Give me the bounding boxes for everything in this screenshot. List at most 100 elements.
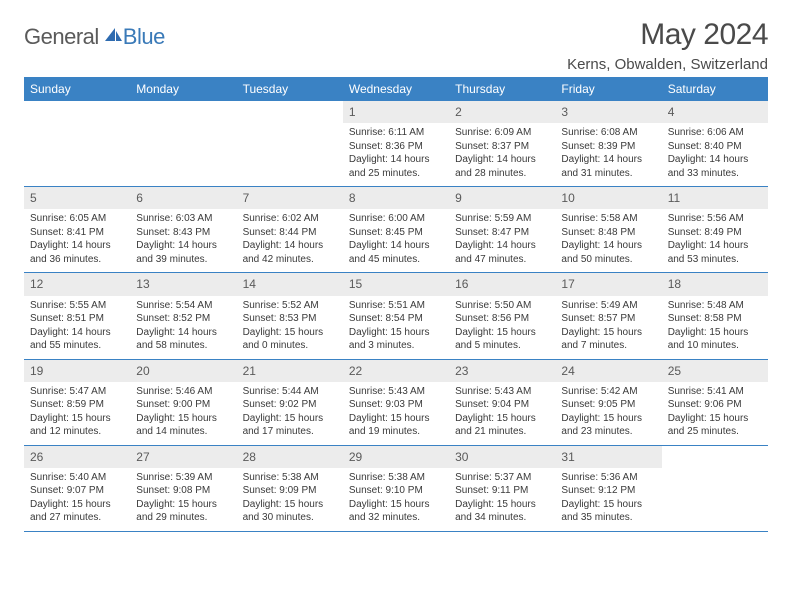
- day-content: Sunrise: 5:36 AMSunset: 9:12 PMDaylight:…: [555, 468, 661, 531]
- daylight-text-1: Daylight: 14 hours: [349, 239, 443, 253]
- day-cell: 17Sunrise: 5:49 AMSunset: 8:57 PMDayligh…: [555, 273, 661, 358]
- week-row: 5Sunrise: 6:05 AMSunset: 8:41 PMDaylight…: [24, 187, 768, 273]
- sunset-text: Sunset: 9:05 PM: [561, 398, 655, 412]
- day-cell: 6Sunrise: 6:03 AMSunset: 8:43 PMDaylight…: [130, 187, 236, 272]
- sunset-text: Sunset: 9:11 PM: [455, 484, 549, 498]
- sunrise-text: Sunrise: 6:05 AM: [30, 212, 124, 226]
- daylight-text-2: and 10 minutes.: [668, 339, 762, 353]
- daylight-text-2: and 35 minutes.: [561, 511, 655, 525]
- daylight-text-1: Daylight: 15 hours: [561, 412, 655, 426]
- daylight-text-2: and 25 minutes.: [349, 167, 443, 181]
- sunrise-text: Sunrise: 5:38 AM: [243, 471, 337, 485]
- day-cell: 10Sunrise: 5:58 AMSunset: 8:48 PMDayligh…: [555, 187, 661, 272]
- daylight-text-1: Daylight: 14 hours: [349, 153, 443, 167]
- sunset-text: Sunset: 8:41 PM: [30, 226, 124, 240]
- day-cell: 5Sunrise: 6:05 AMSunset: 8:41 PMDaylight…: [24, 187, 130, 272]
- daylight-text-1: Daylight: 14 hours: [561, 153, 655, 167]
- sunset-text: Sunset: 8:40 PM: [668, 140, 762, 154]
- daylight-text-1: Daylight: 14 hours: [668, 239, 762, 253]
- daylight-text-2: and 55 minutes.: [30, 339, 124, 353]
- day-number: 18: [662, 273, 768, 295]
- sunrise-text: Sunrise: 5:36 AM: [561, 471, 655, 485]
- day-content: Sunrise: 5:59 AMSunset: 8:47 PMDaylight:…: [449, 209, 555, 272]
- daylight-text-1: Daylight: 14 hours: [136, 239, 230, 253]
- sunset-text: Sunset: 8:43 PM: [136, 226, 230, 240]
- day-content: Sunrise: 6:00 AMSunset: 8:45 PMDaylight:…: [343, 209, 449, 272]
- day-number: 4: [662, 101, 768, 123]
- daylight-text-1: Daylight: 15 hours: [668, 412, 762, 426]
- day-number: 8: [343, 187, 449, 209]
- day-number: 17: [555, 273, 661, 295]
- daylight-text-1: Daylight: 15 hours: [455, 498, 549, 512]
- daylight-text-2: and 58 minutes.: [136, 339, 230, 353]
- location: Kerns, Obwalden, Switzerland: [567, 56, 768, 73]
- sunset-text: Sunset: 9:02 PM: [243, 398, 337, 412]
- sunrise-text: Sunrise: 5:46 AM: [136, 385, 230, 399]
- sunset-text: Sunset: 8:44 PM: [243, 226, 337, 240]
- day-content: Sunrise: 6:02 AMSunset: 8:44 PMDaylight:…: [237, 209, 343, 272]
- sunset-text: Sunset: 8:36 PM: [349, 140, 443, 154]
- sunset-text: Sunset: 8:48 PM: [561, 226, 655, 240]
- sunset-text: Sunset: 8:37 PM: [455, 140, 549, 154]
- sunrise-text: Sunrise: 5:48 AM: [668, 299, 762, 313]
- day-cell: 24Sunrise: 5:42 AMSunset: 9:05 PMDayligh…: [555, 360, 661, 445]
- day-cell: 14Sunrise: 5:52 AMSunset: 8:53 PMDayligh…: [237, 273, 343, 358]
- day-number: [24, 101, 130, 123]
- day-cell: 19Sunrise: 5:47 AMSunset: 8:59 PMDayligh…: [24, 360, 130, 445]
- daylight-text-2: and 14 minutes.: [136, 425, 230, 439]
- day-cell: 22Sunrise: 5:43 AMSunset: 9:03 PMDayligh…: [343, 360, 449, 445]
- sunrise-text: Sunrise: 5:52 AM: [243, 299, 337, 313]
- day-number: 23: [449, 360, 555, 382]
- day-cell: 9Sunrise: 5:59 AMSunset: 8:47 PMDaylight…: [449, 187, 555, 272]
- day-number: 7: [237, 187, 343, 209]
- calendar: SundayMondayTuesdayWednesdayThursdayFrid…: [24, 77, 768, 532]
- daylight-text-2: and 53 minutes.: [668, 253, 762, 267]
- daylight-text-2: and 19 minutes.: [349, 425, 443, 439]
- day-cell: 15Sunrise: 5:51 AMSunset: 8:54 PMDayligh…: [343, 273, 449, 358]
- day-cell-empty: [130, 101, 236, 186]
- sunrise-text: Sunrise: 5:58 AM: [561, 212, 655, 226]
- day-content: Sunrise: 5:54 AMSunset: 8:52 PMDaylight:…: [130, 296, 236, 359]
- day-content: Sunrise: 6:05 AMSunset: 8:41 PMDaylight:…: [24, 209, 130, 272]
- sunset-text: Sunset: 8:57 PM: [561, 312, 655, 326]
- daylight-text-2: and 33 minutes.: [668, 167, 762, 181]
- daylight-text-2: and 0 minutes.: [243, 339, 337, 353]
- daylight-text-2: and 42 minutes.: [243, 253, 337, 267]
- day-content: Sunrise: 5:52 AMSunset: 8:53 PMDaylight:…: [237, 296, 343, 359]
- day-cell: 20Sunrise: 5:46 AMSunset: 9:00 PMDayligh…: [130, 360, 236, 445]
- day-cell: 23Sunrise: 5:43 AMSunset: 9:04 PMDayligh…: [449, 360, 555, 445]
- day-content: Sunrise: 5:55 AMSunset: 8:51 PMDaylight:…: [24, 296, 130, 359]
- day-cell: 2Sunrise: 6:09 AMSunset: 8:37 PMDaylight…: [449, 101, 555, 186]
- daylight-text-2: and 12 minutes.: [30, 425, 124, 439]
- weekday-header-row: SundayMondayTuesdayWednesdayThursdayFrid…: [24, 77, 768, 101]
- daylight-text-1: Daylight: 15 hours: [561, 326, 655, 340]
- daylight-text-1: Daylight: 15 hours: [561, 498, 655, 512]
- day-content: Sunrise: 5:41 AMSunset: 9:06 PMDaylight:…: [662, 382, 768, 445]
- day-content: Sunrise: 6:11 AMSunset: 8:36 PMDaylight:…: [343, 123, 449, 186]
- daylight-text-2: and 36 minutes.: [30, 253, 124, 267]
- daylight-text-2: and 7 minutes.: [561, 339, 655, 353]
- day-number: 19: [24, 360, 130, 382]
- week-row: 19Sunrise: 5:47 AMSunset: 8:59 PMDayligh…: [24, 360, 768, 446]
- sunrise-text: Sunrise: 6:02 AM: [243, 212, 337, 226]
- sunset-text: Sunset: 8:56 PM: [455, 312, 549, 326]
- day-content: Sunrise: 5:44 AMSunset: 9:02 PMDaylight:…: [237, 382, 343, 445]
- daylight-text-2: and 23 minutes.: [561, 425, 655, 439]
- daylight-text-2: and 21 minutes.: [455, 425, 549, 439]
- daylight-text-2: and 3 minutes.: [349, 339, 443, 353]
- daylight-text-2: and 30 minutes.: [243, 511, 337, 525]
- day-content: Sunrise: 6:06 AMSunset: 8:40 PMDaylight:…: [662, 123, 768, 186]
- sunrise-text: Sunrise: 6:06 AM: [668, 126, 762, 140]
- title-block: May 2024 Kerns, Obwalden, Switzerland: [567, 18, 768, 73]
- sunrise-text: Sunrise: 5:42 AM: [561, 385, 655, 399]
- daylight-text-2: and 28 minutes.: [455, 167, 549, 181]
- daylight-text-2: and 29 minutes.: [136, 511, 230, 525]
- day-cell: 26Sunrise: 5:40 AMSunset: 9:07 PMDayligh…: [24, 446, 130, 531]
- sunset-text: Sunset: 8:51 PM: [30, 312, 124, 326]
- sunrise-text: Sunrise: 5:51 AM: [349, 299, 443, 313]
- day-content: Sunrise: 6:08 AMSunset: 8:39 PMDaylight:…: [555, 123, 661, 186]
- day-content: Sunrise: 6:03 AMSunset: 8:43 PMDaylight:…: [130, 209, 236, 272]
- sunset-text: Sunset: 8:54 PM: [349, 312, 443, 326]
- day-number: 28: [237, 446, 343, 468]
- day-cell: 11Sunrise: 5:56 AMSunset: 8:49 PMDayligh…: [662, 187, 768, 272]
